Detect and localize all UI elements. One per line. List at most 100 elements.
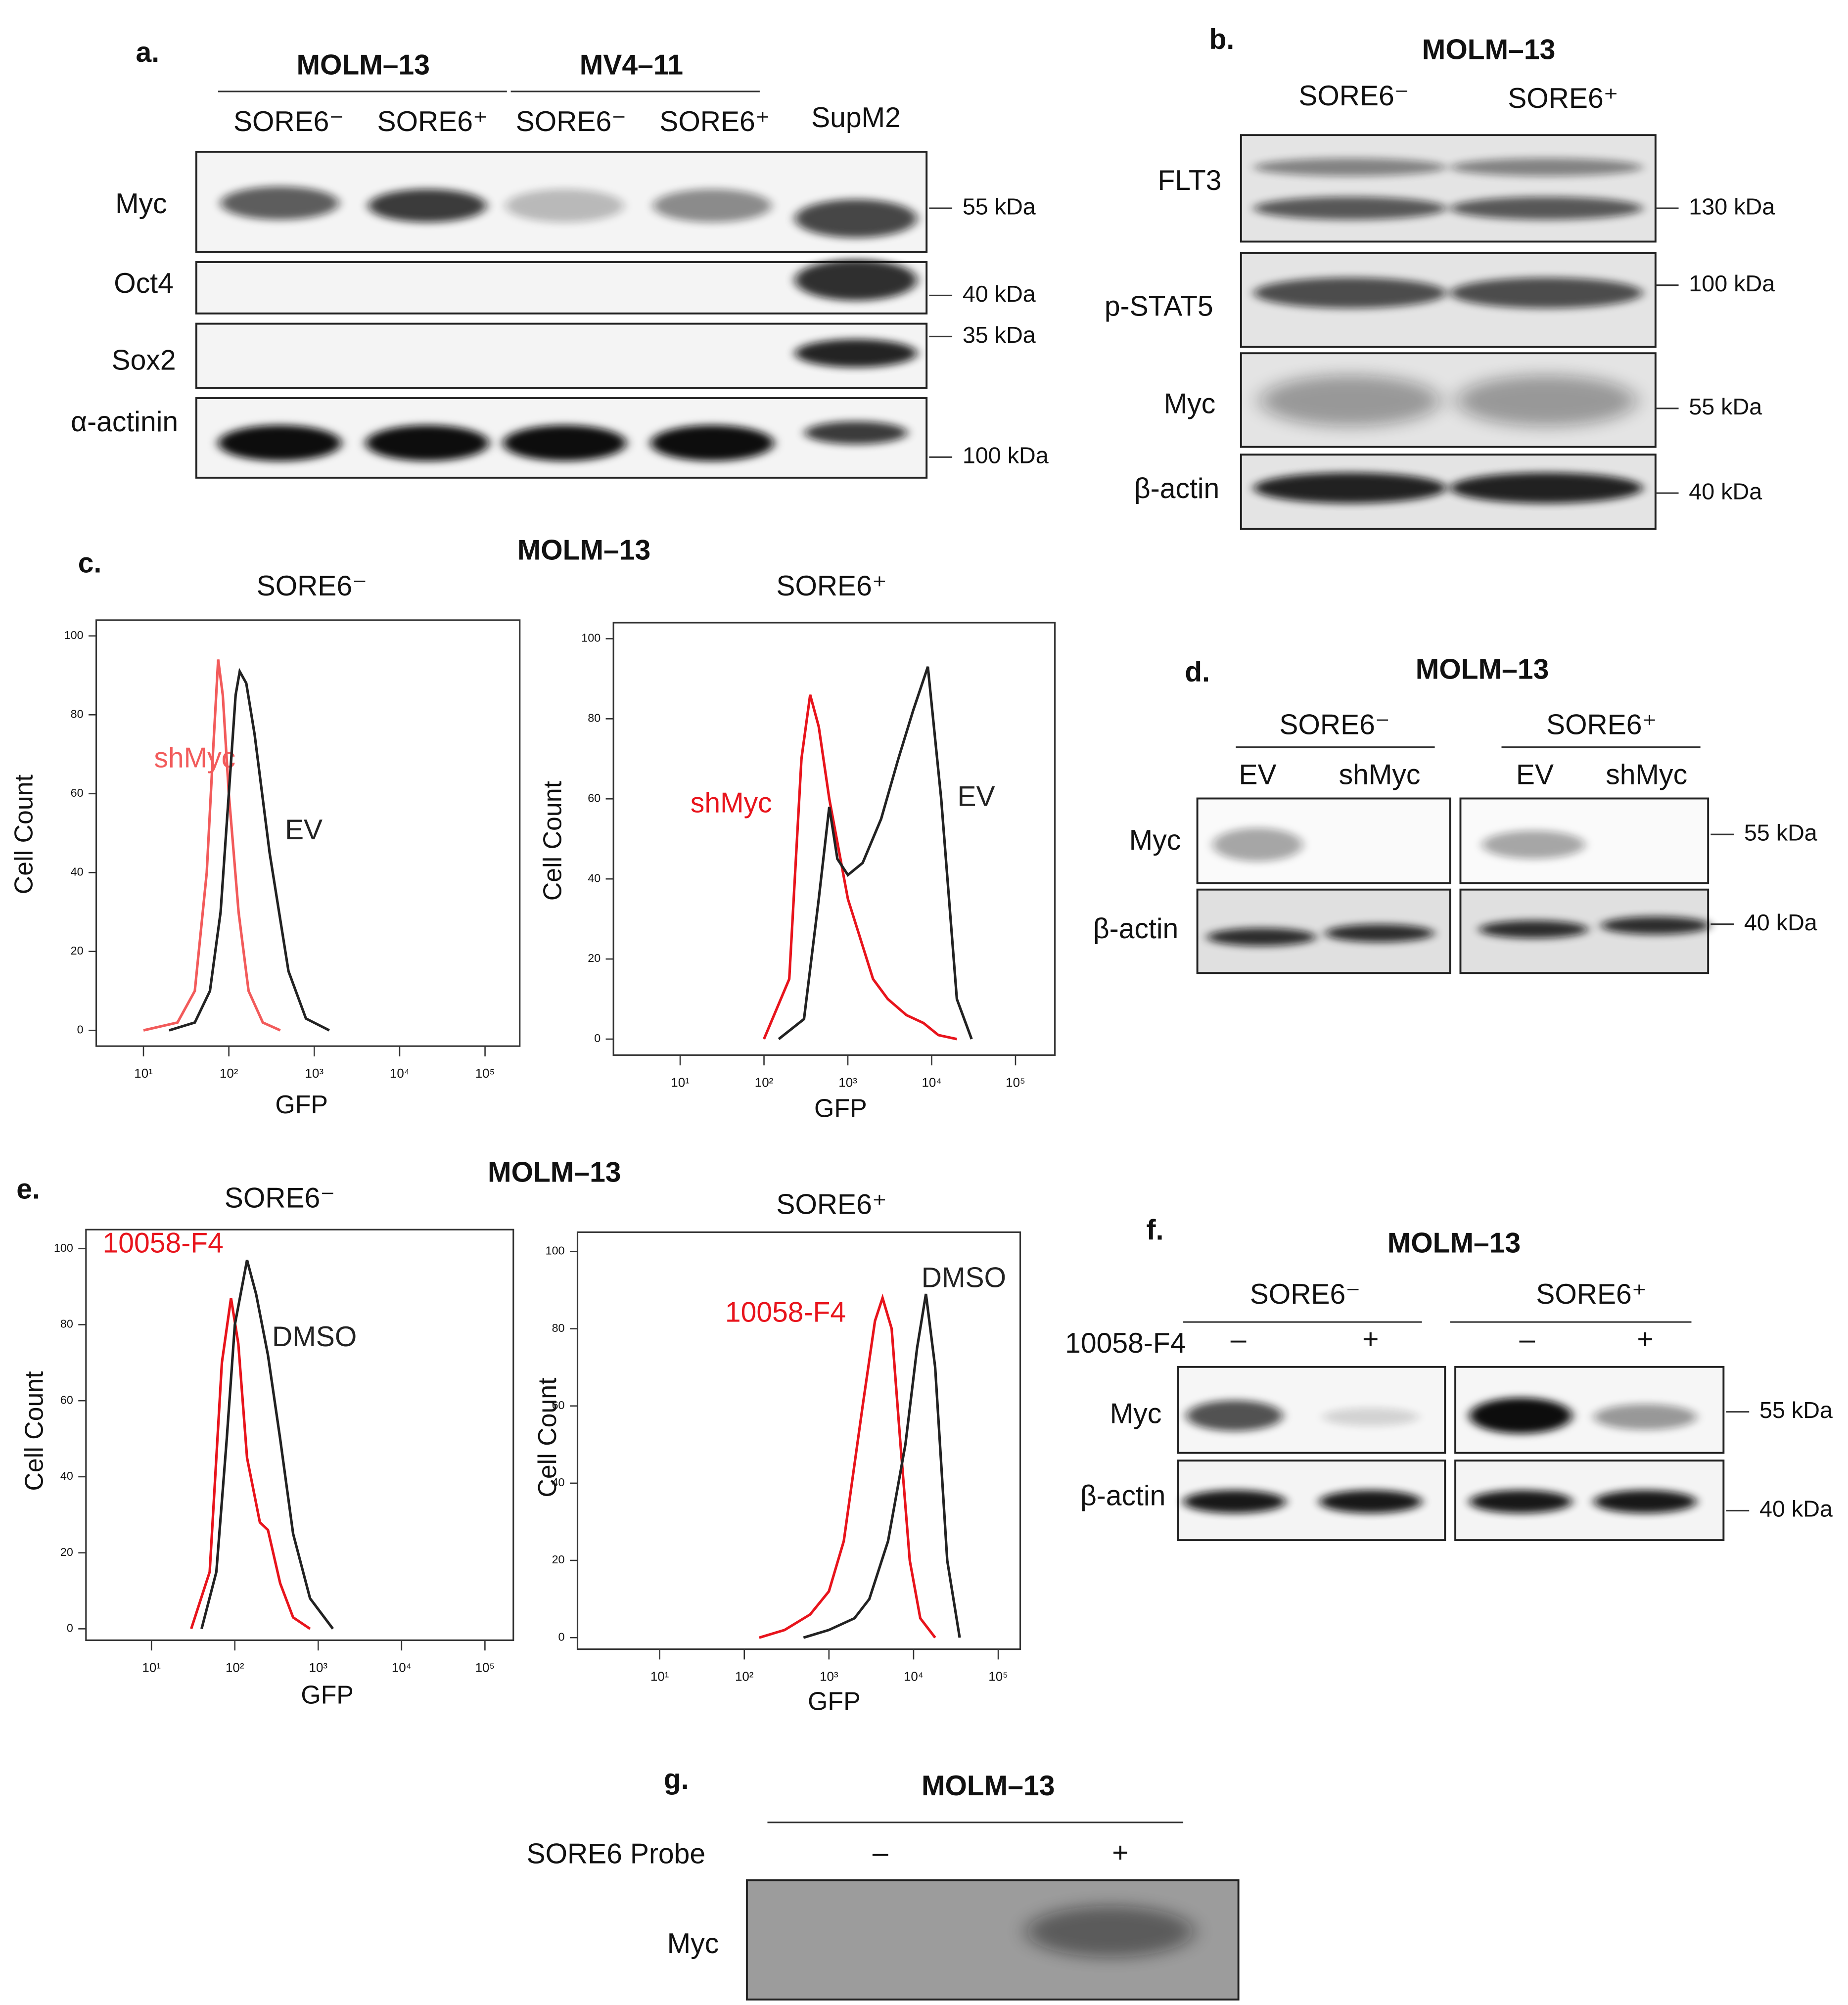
marker-label: 100 kDa (1689, 271, 1775, 296)
lane-label: – (1520, 1323, 1535, 1355)
y-tick-label: 80 (552, 1321, 565, 1334)
lane-label: + (1362, 1323, 1379, 1355)
y-tick-label: 60 (588, 791, 601, 804)
marker-label: 40 kDa (1759, 1496, 1833, 1522)
y-tick-label: 100 (64, 629, 84, 641)
band (1186, 1400, 1283, 1431)
x-tick-label: 10² (755, 1076, 774, 1090)
x-tick-label: 10⁵ (1006, 1076, 1025, 1090)
histogram-line (759, 1293, 936, 1639)
band (795, 339, 917, 367)
band (1253, 277, 1446, 309)
y-axis-label: Cell Count (19, 1371, 48, 1491)
y-tick-label: 40 (552, 1476, 565, 1489)
band (1260, 375, 1440, 427)
lane-label: + (1112, 1837, 1128, 1868)
band (1482, 830, 1585, 859)
y-tick-label: 60 (552, 1399, 565, 1412)
label: MOLM–13 (1387, 1227, 1521, 1259)
x-tick-label: 10⁴ (392, 1661, 412, 1675)
band (1479, 920, 1588, 939)
x-tick-label: 10¹ (134, 1067, 153, 1081)
y-axis-label: Cell Count (538, 780, 567, 901)
legend-label: EV (285, 814, 323, 846)
lane-label: SORE6⁺ (377, 106, 488, 137)
y-tick-label: 0 (558, 1630, 565, 1643)
band (1325, 924, 1434, 943)
marker-label: 130 kDa (1689, 193, 1775, 219)
row-label: SORE6 Probe (527, 1838, 706, 1869)
row-label: β-actin (1080, 1480, 1165, 1512)
legend-label: 10058-F4 (103, 1227, 224, 1259)
row-label: Myc (667, 1928, 719, 1959)
x-tick-label: 10² (735, 1670, 754, 1684)
lane-label: – (1231, 1323, 1247, 1355)
lane-label: SORE6⁺ (659, 106, 770, 137)
histogram-line (169, 667, 330, 1032)
plot-frame (85, 1229, 514, 1641)
x-tick-label: 10⁵ (475, 1661, 495, 1675)
x-axis-label: GFP (808, 1686, 861, 1715)
label: MOLM–13 (1416, 654, 1549, 685)
blot (1240, 134, 1657, 243)
x-axis-label: GFP (275, 1090, 328, 1119)
label: f. (1147, 1214, 1164, 1246)
x-axis-label: GFP (814, 1094, 867, 1123)
lane-label: shMyc (1339, 759, 1421, 790)
label: a. (136, 37, 160, 68)
row-label: β-actin (1134, 473, 1219, 504)
label: MV4–11 (580, 49, 683, 81)
row-label: Myc (1164, 388, 1216, 420)
y-axis-label: Cell Count (9, 774, 38, 894)
band (653, 189, 772, 223)
row-label: Myc (1129, 824, 1181, 856)
y-tick-label: 40 (60, 1469, 73, 1482)
legend-label: DMSO (272, 1321, 357, 1353)
label: e. (16, 1173, 40, 1205)
band (795, 199, 917, 238)
x-tick-label: 10³ (820, 1670, 838, 1684)
plot-frame (95, 619, 521, 1047)
x-tick-label: 10³ (838, 1076, 857, 1090)
band (1594, 1490, 1697, 1513)
label: c. (78, 547, 102, 579)
row-label: Sox2 (112, 344, 176, 376)
legend-label: shMyc (154, 742, 235, 774)
label: MOLM–13 (1422, 34, 1556, 66)
plot-frame (576, 1231, 1021, 1650)
y-tick-label: 20 (552, 1553, 565, 1566)
band (1253, 196, 1446, 220)
lane-label: – (873, 1837, 888, 1868)
x-tick-label: 10² (220, 1067, 238, 1081)
lane-label: SORE6⁻ (1298, 80, 1409, 112)
x-tick-label: 10¹ (650, 1670, 669, 1684)
histogram-line (778, 666, 973, 1040)
label: MOLM–13 (922, 1770, 1055, 1802)
band (1594, 1404, 1697, 1430)
y-tick-label: 80 (71, 707, 84, 720)
label: MOLM–13 (296, 49, 430, 81)
y-tick-label: 20 (60, 1546, 73, 1558)
band (368, 189, 487, 223)
band (506, 189, 624, 223)
group-label: SORE6⁻ (1279, 709, 1390, 740)
lane-label: SORE6⁺ (1508, 83, 1618, 114)
y-tick-label: 0 (77, 1023, 84, 1036)
band (1207, 928, 1316, 946)
marker-label: 40 kDa (963, 281, 1036, 307)
y-tick-label: 100 (581, 632, 601, 644)
band (1601, 916, 1710, 935)
row-label: Myc (1110, 1398, 1162, 1429)
y-tick-label: 0 (67, 1622, 73, 1635)
y-tick-label: 20 (588, 952, 601, 964)
x-tick-label: 10³ (309, 1661, 328, 1675)
band (221, 186, 339, 220)
lane-label: SORE6⁻ (516, 106, 627, 137)
plot-frame (612, 622, 1056, 1056)
band (1026, 1906, 1194, 1958)
band (804, 421, 908, 445)
x-axis-label: GFP (301, 1680, 354, 1709)
marker-label: 55 kDa (1759, 1397, 1833, 1423)
band (1450, 158, 1643, 177)
